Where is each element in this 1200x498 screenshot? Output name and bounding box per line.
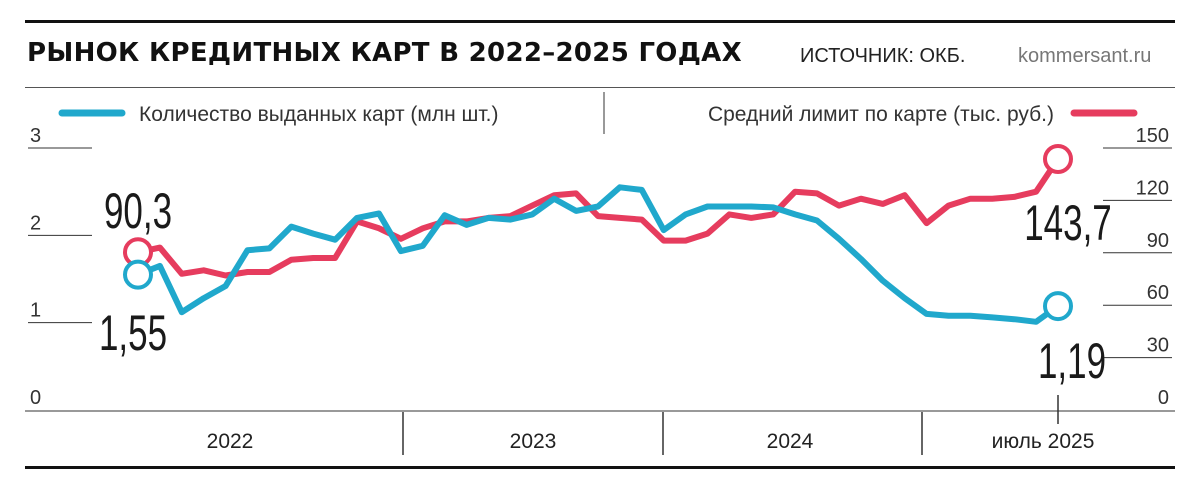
header-divider bbox=[25, 87, 1175, 88]
x-axis-label: июль 2025 bbox=[992, 430, 1095, 453]
legend-label-cards: Количество выданных карт (млн шт.) bbox=[139, 103, 499, 126]
source-label: ИСТОЧНИК: ОКБ. bbox=[800, 45, 966, 67]
right-axis-tick-label: 30 bbox=[1147, 335, 1169, 357]
right-axis-tick-label: 60 bbox=[1147, 282, 1169, 304]
cards-start-label: 1,55 bbox=[99, 306, 167, 362]
left-axis-tick-label: 1 bbox=[30, 300, 41, 322]
line-series-cards-issued bbox=[135, 184, 1061, 325]
chart-title: РЫНОК КРЕДИТНЫХ КАРТ В 2022–2025 ГОДАХ bbox=[27, 38, 742, 68]
site-label: kommersant.ru bbox=[1018, 45, 1152, 67]
x-axis-label: 2024 bbox=[767, 430, 814, 453]
right-axis-tick-label: 90 bbox=[1147, 230, 1169, 252]
x-axis-label: 2022 bbox=[207, 430, 254, 453]
line-series-avg-limit bbox=[135, 156, 1061, 279]
bottom-rule bbox=[25, 466, 1175, 469]
left-axis-tick-label: 0 bbox=[30, 387, 41, 409]
limit-start-label: 90,3 bbox=[104, 184, 172, 240]
legend-label-limit: Средний лимит по карте (тыс. руб.) bbox=[708, 103, 1054, 126]
left-axis-tick-label: 3 bbox=[30, 125, 41, 147]
right-axis-tick-label: 0 bbox=[1158, 387, 1169, 409]
cards-end-marker bbox=[1043, 291, 1073, 322]
right-axis-tick-label: 150 bbox=[1136, 125, 1169, 147]
limit-end-marker bbox=[1043, 144, 1073, 175]
cards-end-label: 1,19 bbox=[1038, 334, 1106, 390]
right-axis-tick-label: 120 bbox=[1136, 177, 1169, 199]
limit-end-label: 143,7 bbox=[1024, 196, 1112, 252]
cards-start-marker bbox=[123, 259, 153, 290]
top-rule bbox=[25, 20, 1175, 23]
left-axis-tick-label: 2 bbox=[30, 212, 41, 234]
x-axis-label: 2023 bbox=[510, 430, 557, 453]
